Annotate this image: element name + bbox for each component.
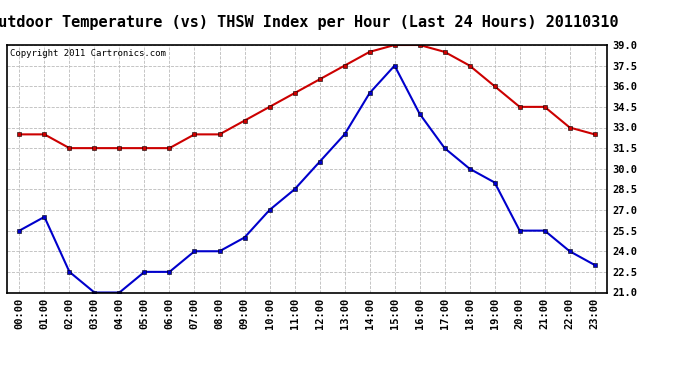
Text: Outdoor Temperature (vs) THSW Index per Hour (Last 24 Hours) 20110310: Outdoor Temperature (vs) THSW Index per … bbox=[0, 15, 618, 30]
Text: Copyright 2011 Cartronics.com: Copyright 2011 Cartronics.com bbox=[10, 49, 166, 58]
